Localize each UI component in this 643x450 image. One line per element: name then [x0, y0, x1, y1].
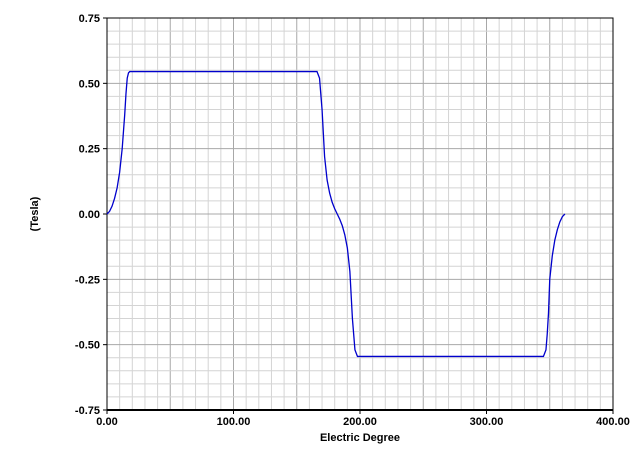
y-tick-label: -0.25: [75, 274, 100, 286]
x-axis-title: Electric Degree: [320, 432, 400, 444]
x-tick-label: 0.00: [96, 416, 117, 428]
series-line: [106, 70, 566, 358]
x-axis: 0.00 100.00 200.00 300.00 400.00: [96, 409, 630, 428]
y-tick-label: 0.25: [79, 144, 100, 156]
y-axis-title: (Tesla): [29, 196, 41, 231]
x-tick-label: 300.00: [470, 416, 504, 428]
y-axis: 0.75 0.50 0.25 0.00 -0.25 -0.50 -0.75: [75, 13, 108, 417]
x-tick-label: 100.00: [217, 416, 251, 428]
y-tick-label: 0.50: [79, 78, 100, 90]
y-tick-label: -0.75: [75, 405, 100, 417]
grid: [106, 17, 614, 411]
y-tick-label: -0.50: [75, 340, 100, 352]
y-tick-label: 0.00: [79, 209, 100, 221]
y-tick-label: 0.75: [79, 13, 100, 25]
x-tick-label: 200.00: [343, 416, 377, 428]
x-tick-label: 400.00: [596, 416, 630, 428]
